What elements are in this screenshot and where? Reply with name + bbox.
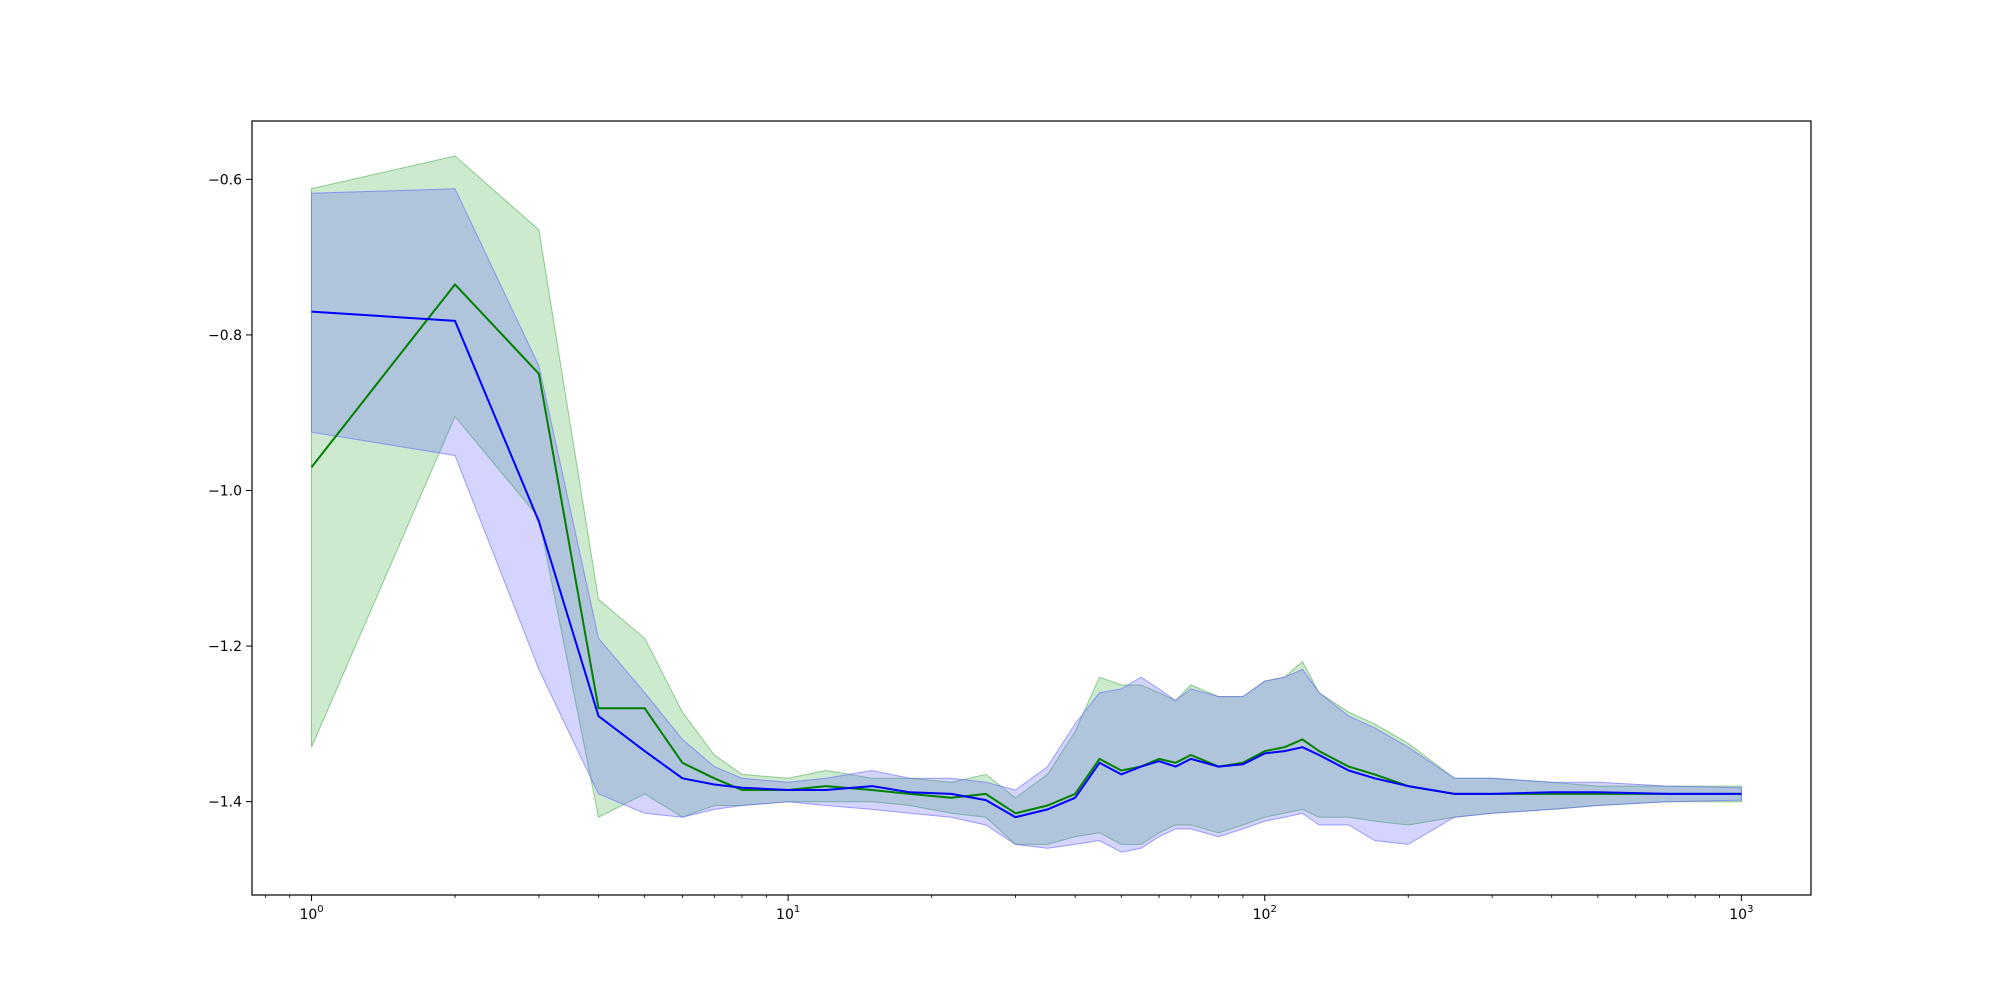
- y-axis: −0.6 −0.8 −1.0 −1.2 −1.4: [208, 172, 252, 811]
- y-tick-label: −0.6: [208, 172, 242, 188]
- series-2-line: [311, 310, 1742, 819]
- x-tick-label: 102: [1253, 904, 1277, 923]
- x-tick-label: 100: [299, 904, 323, 923]
- y-tick-label: −1.0: [208, 483, 242, 499]
- series-lines: [310, 283, 1742, 819]
- confidence-bands: [311, 155, 1742, 853]
- y-tick-label: −0.8: [208, 328, 242, 344]
- x-tick-label: 101: [776, 904, 800, 923]
- y-tick-label: −1.2: [208, 639, 242, 655]
- x-axis: 100 101 102 103: [264, 895, 1753, 923]
- plot-frame: [251, 120, 1812, 896]
- y-tick-label: −1.4: [208, 795, 242, 811]
- series-1-band: [311, 155, 1742, 845]
- x-tick-label: 103: [1729, 904, 1753, 923]
- series-2-band: [311, 188, 1742, 853]
